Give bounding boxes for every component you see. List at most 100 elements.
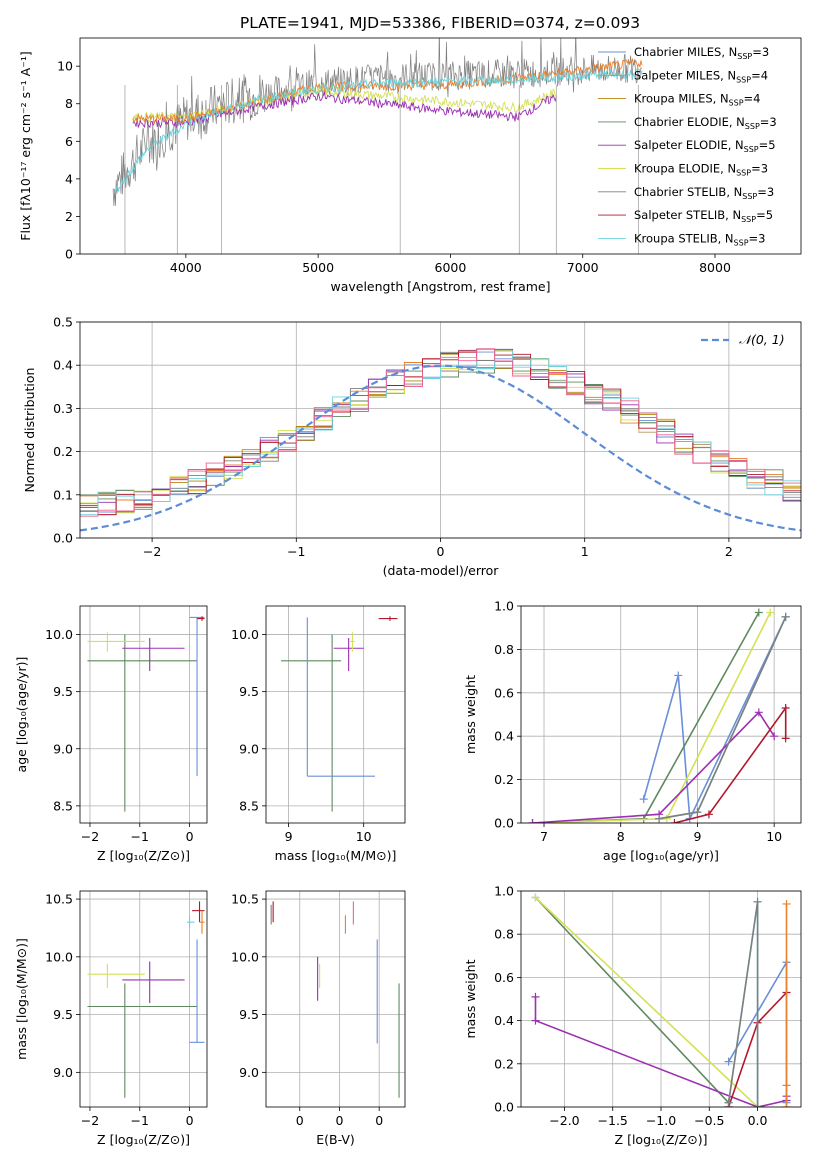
legend-label-text: Chabrier STELIB, N	[634, 185, 742, 199]
plot-area	[528, 608, 790, 823]
errorbar-point	[350, 632, 355, 652]
x-axis-label: Z [log₁₀(Z/Z⊙)]	[615, 1132, 708, 1147]
y-tick-label: 1.0	[494, 599, 514, 614]
y-tick-label: 0.4	[53, 358, 73, 373]
mass-weight-marker	[528, 819, 537, 823]
legend-label-suffix: =3	[752, 45, 769, 59]
errorbar-point	[189, 616, 205, 777]
legend-label-sub: SSP	[742, 192, 757, 201]
mass-weight-marker	[781, 734, 790, 743]
y-tick-label: 9.5	[53, 1007, 73, 1022]
y-tick-label: 0.4	[494, 729, 514, 744]
axes-frame	[265, 890, 406, 1108]
y-tick-label: 0.0	[53, 531, 73, 546]
mass-vs-metallicity-panel: −2 −1 0 9.0 9.5 10.0 10.5 Z [log₁₀(Z/Z⊙)] mass […	[14, 890, 208, 1147]
legend-label-text: Salpeter ELODIE, N	[634, 138, 744, 152]
legend-label-text: Chabrier ELODIE, N	[634, 115, 745, 129]
x-tick-label: 10	[356, 829, 372, 844]
legend-label-text: Chabrier MILES, N	[634, 45, 737, 59]
y-tick-label: 10.0	[45, 949, 73, 964]
legend-label: Chabrier MILES, NSSP=3	[634, 45, 769, 61]
axes-frame	[79, 890, 208, 1108]
errorbar-point	[122, 637, 185, 672]
y-tick-label: 2	[65, 209, 73, 224]
errorbar-point	[122, 961, 185, 1004]
x-tick-label: −2	[81, 829, 99, 844]
x-tick-label: −1.5	[598, 1113, 628, 1128]
y-tick-label: 9.5	[239, 1007, 259, 1022]
legend-label: Salpeter ELODIE, NSSP=5	[634, 138, 776, 154]
mass-weight-marker	[770, 732, 779, 741]
y-tick-label: 10.0	[231, 627, 259, 642]
mass-weight-marker	[531, 1016, 540, 1025]
y-tick-label: 0.2	[53, 444, 73, 459]
errorbar-point	[378, 616, 398, 621]
y-tick-label: 0.8	[494, 642, 514, 657]
mass-weight-marker	[724, 1098, 733, 1107]
x-tick-label: 0	[437, 544, 445, 559]
errorbar-point	[306, 617, 375, 777]
mass-weight-marker	[704, 810, 713, 819]
mass-weight-line	[658, 616, 787, 820]
y-axis-label: age [log₁₀(age/yr)]	[14, 657, 29, 773]
y-tick-label: 0.1	[53, 487, 73, 502]
legend-label-suffix: =3	[751, 162, 768, 176]
age-vs-metallicity-panel: −2 −1 0 8.5 9.0 9.5 10.0 Z [log₁₀(Z/Z⊙)] age [lo…	[14, 605, 208, 863]
mass-weight-line	[532, 612, 772, 823]
plot-area	[87, 616, 205, 812]
y-tick-label: 0	[65, 247, 73, 262]
x-axis-label: E(B-V)	[316, 1132, 355, 1147]
errorbar-point	[87, 634, 198, 812]
y-tick-label: 9.0	[239, 1065, 259, 1080]
residuals-panel: −2 −1 0 1 2 0.0 0.1 0.2 0.3 0.4 0.5 (data-model)/er…	[22, 315, 802, 578]
x-tick-label: 7000	[567, 260, 599, 275]
axes-frame	[520, 890, 802, 1108]
legend-label-sub: SSP	[737, 52, 752, 61]
plot-area	[87, 901, 205, 1098]
y-tick-label: 9.0	[53, 1065, 73, 1080]
y-tick-label: 10.5	[231, 892, 259, 907]
mass-weight-marker	[781, 612, 790, 621]
legend-label: Salpeter STELIB, NSSP=5	[634, 208, 773, 224]
legend-label: Salpeter MILES, NSSP=4	[634, 68, 768, 84]
mass-weight-marker	[753, 897, 762, 906]
errorbar-point	[197, 616, 205, 621]
legend-label-suffix: =5	[756, 208, 773, 222]
y-tick-label: 1.0	[494, 884, 514, 899]
legend-label-suffix: =5	[759, 138, 776, 152]
y-tick-label: 10.5	[45, 892, 73, 907]
legend-label-text: Kroupa ELODIE, N	[634, 162, 736, 176]
x-tick-label: 8000	[699, 260, 731, 275]
mass-weight-marker	[639, 795, 648, 804]
y-tick-label: 4	[65, 171, 73, 186]
x-tick-label: −2	[143, 544, 161, 559]
legend-label-suffix: =3	[760, 115, 777, 129]
x-tick-label: 0	[375, 1113, 383, 1128]
legend-label-sub: SSP	[744, 145, 759, 154]
x-tick-label: 9	[285, 829, 293, 844]
errorbar-point	[187, 916, 195, 928]
y-axis-label: mass weight	[463, 959, 478, 1038]
x-axis-label: age [log₁₀(age/yr)]	[603, 848, 719, 863]
legend-label-suffix: =3	[749, 231, 766, 245]
legend-label: Kroupa MILES, NSSP=4	[634, 92, 760, 108]
axes-frame	[79, 605, 208, 824]
x-tick-label: −0.5	[694, 1113, 724, 1128]
figure-title: PLATE=1941, MJD=53386, FIBERID=0374, z=0…	[240, 14, 640, 32]
axes-frame	[79, 37, 802, 255]
y-axis-label: mass weight	[463, 675, 478, 754]
x-tick-label: 0	[186, 829, 194, 844]
y-tick-label: 8.5	[53, 798, 73, 813]
legend-label-text: Salpeter MILES, N	[634, 68, 736, 82]
errorbar-point	[199, 910, 205, 934]
mass-weight-marker	[782, 899, 791, 908]
mass-weight-marker	[531, 992, 540, 1001]
mass-weight-marker	[766, 608, 775, 617]
histogram-pink	[80, 348, 801, 517]
y-tick-label: 0.6	[494, 970, 514, 985]
x-axis-label: (data-model)/error	[383, 563, 500, 578]
x-tick-label: 6000	[435, 260, 467, 275]
x-tick-label: 10	[766, 829, 782, 844]
legend-label-text: Kroupa MILES, N	[634, 92, 729, 106]
